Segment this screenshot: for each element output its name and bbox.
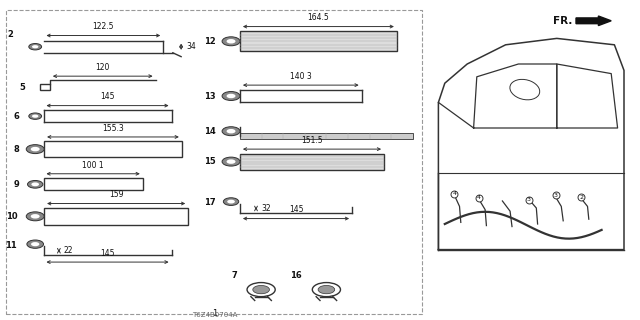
Bar xyxy=(44,178,143,190)
Circle shape xyxy=(29,44,42,50)
Circle shape xyxy=(31,182,39,186)
Text: 159: 159 xyxy=(109,190,124,199)
Text: 6: 6 xyxy=(13,112,19,121)
Text: 5: 5 xyxy=(20,83,26,92)
Text: 11: 11 xyxy=(6,241,17,250)
Circle shape xyxy=(222,157,240,166)
Bar xyxy=(240,133,413,139)
Circle shape xyxy=(227,39,236,44)
Circle shape xyxy=(222,37,240,46)
Text: 145: 145 xyxy=(100,92,115,101)
Text: 145: 145 xyxy=(100,249,115,258)
Text: 100 1: 100 1 xyxy=(83,161,104,170)
Text: 34: 34 xyxy=(186,42,196,51)
Bar xyxy=(44,141,182,157)
Circle shape xyxy=(26,145,44,154)
Circle shape xyxy=(32,115,38,118)
Text: 22: 22 xyxy=(64,246,74,255)
Bar xyxy=(240,154,384,170)
Circle shape xyxy=(222,127,240,136)
Text: 2: 2 xyxy=(7,30,13,39)
Bar xyxy=(240,31,397,51)
Circle shape xyxy=(227,200,235,204)
Text: 4: 4 xyxy=(477,195,481,200)
Text: 17: 17 xyxy=(204,198,216,207)
Text: 15: 15 xyxy=(204,157,216,166)
Text: 164.5: 164.5 xyxy=(308,13,329,22)
Text: T6Z4B0704A: T6Z4B0704A xyxy=(192,312,237,318)
Text: 151.5: 151.5 xyxy=(301,136,323,145)
Text: 140 3: 140 3 xyxy=(290,72,312,81)
Text: 3: 3 xyxy=(527,197,531,202)
Text: 12: 12 xyxy=(204,37,216,46)
Circle shape xyxy=(247,283,275,297)
Circle shape xyxy=(227,159,236,164)
Text: 7: 7 xyxy=(231,271,237,280)
Circle shape xyxy=(28,180,43,188)
Text: 14: 14 xyxy=(204,127,216,136)
Text: FR.: FR. xyxy=(554,16,573,26)
Text: 16: 16 xyxy=(291,271,302,280)
Text: 145: 145 xyxy=(289,205,303,214)
Text: 32: 32 xyxy=(261,204,271,213)
Ellipse shape xyxy=(510,79,540,100)
Text: 122.5: 122.5 xyxy=(93,22,114,31)
Text: 13: 13 xyxy=(204,92,216,100)
Text: 4: 4 xyxy=(452,191,456,196)
Text: 10: 10 xyxy=(6,212,17,221)
Circle shape xyxy=(227,94,236,98)
Circle shape xyxy=(31,214,40,219)
Text: 9: 9 xyxy=(13,180,19,189)
Circle shape xyxy=(26,212,44,221)
Text: 8: 8 xyxy=(13,145,19,154)
Circle shape xyxy=(222,92,240,100)
Bar xyxy=(40,84,50,90)
Circle shape xyxy=(318,285,335,294)
Text: 1: 1 xyxy=(212,309,217,318)
Circle shape xyxy=(223,198,239,205)
FancyArrow shape xyxy=(576,16,611,26)
Circle shape xyxy=(31,147,40,151)
Circle shape xyxy=(227,129,236,133)
Circle shape xyxy=(253,285,269,294)
Circle shape xyxy=(31,242,40,246)
Circle shape xyxy=(29,113,42,119)
Text: 2: 2 xyxy=(579,195,583,200)
Text: 155.3: 155.3 xyxy=(102,124,124,133)
Circle shape xyxy=(32,45,38,48)
Bar xyxy=(44,208,188,225)
Circle shape xyxy=(27,240,44,248)
Text: 120: 120 xyxy=(95,63,110,72)
Circle shape xyxy=(312,283,340,297)
Text: 3: 3 xyxy=(554,193,557,198)
